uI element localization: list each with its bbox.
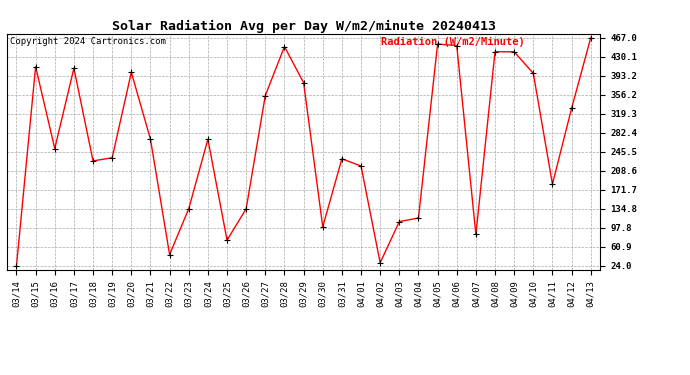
Title: Solar Radiation Avg per Day W/m2/minute 20240413: Solar Radiation Avg per Day W/m2/minute … (112, 20, 495, 33)
Text: Radiation (W/m2/Minute): Radiation (W/m2/Minute) (381, 37, 524, 47)
Text: Copyright 2024 Cartronics.com: Copyright 2024 Cartronics.com (10, 37, 166, 46)
